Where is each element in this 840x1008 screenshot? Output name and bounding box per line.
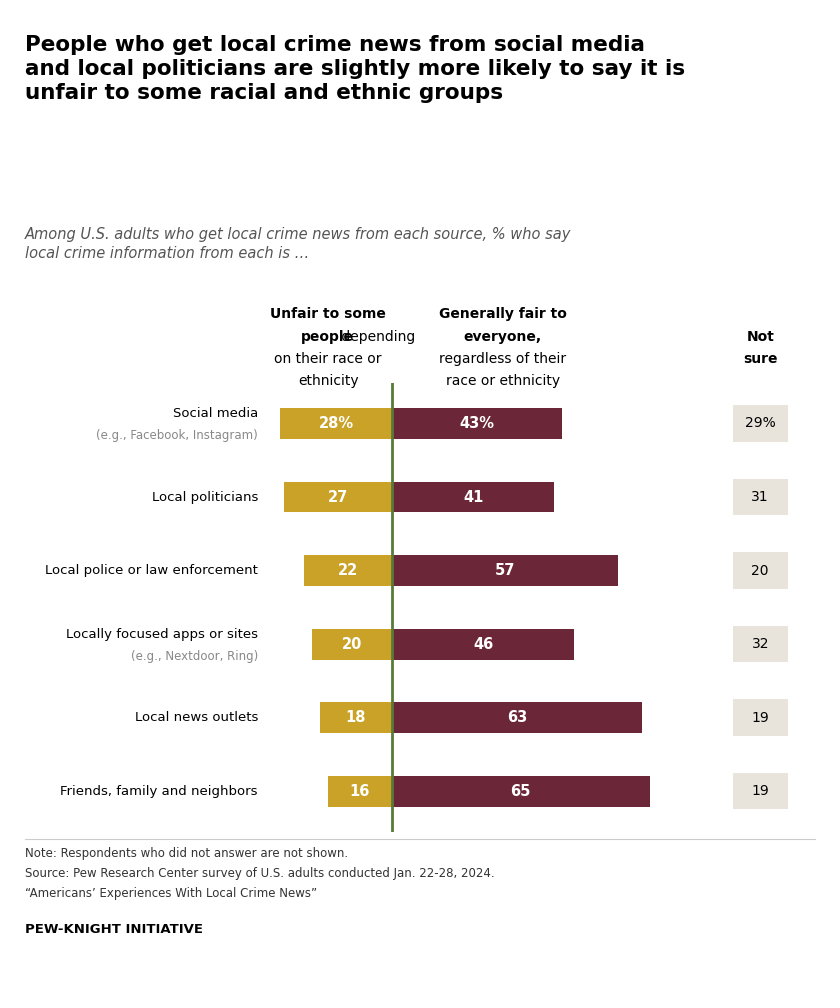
Text: 18: 18 — [346, 710, 366, 725]
Text: race or ethnicity: race or ethnicity — [446, 374, 560, 388]
Bar — [312, 629, 391, 659]
Text: Friends, family and neighbors: Friends, family and neighbors — [60, 784, 258, 797]
Text: depending: depending — [338, 330, 416, 344]
Text: Local news outlets: Local news outlets — [134, 711, 258, 724]
Text: 20: 20 — [752, 563, 769, 578]
Bar — [391, 629, 575, 659]
Text: everyone,: everyone, — [464, 330, 542, 344]
Text: Locally focused apps or sites: Locally focused apps or sites — [66, 628, 258, 640]
Bar — [281, 408, 391, 438]
Text: Generally fair to: Generally fair to — [439, 307, 567, 322]
Text: 22: 22 — [338, 563, 358, 578]
Text: (e.g., Facebook, Instagram): (e.g., Facebook, Instagram) — [96, 429, 258, 443]
Bar — [320, 703, 391, 733]
Bar — [285, 482, 391, 512]
Bar — [391, 408, 563, 438]
Text: on their race or: on their race or — [275, 352, 382, 366]
Text: 19: 19 — [751, 784, 769, 798]
Text: 63: 63 — [507, 710, 527, 725]
Text: 16: 16 — [349, 783, 370, 798]
Text: People who get local crime news from social media
and local politicians are slig: People who get local crime news from soc… — [25, 35, 685, 103]
Text: people: people — [302, 330, 354, 344]
Text: 46: 46 — [473, 637, 493, 651]
Text: Not: Not — [746, 330, 774, 344]
Text: 27: 27 — [328, 490, 349, 505]
Bar — [304, 555, 391, 586]
Text: 19: 19 — [751, 711, 769, 725]
Bar — [328, 776, 391, 806]
Text: (e.g., Nextdoor, Ring): (e.g., Nextdoor, Ring) — [131, 650, 258, 662]
Text: 31: 31 — [752, 490, 769, 504]
Text: Local politicians: Local politicians — [151, 491, 258, 504]
Text: Among U.S. adults who get local crime news from each source, % who say
local cri: Among U.S. adults who get local crime ne… — [25, 227, 571, 261]
Bar — [391, 776, 650, 806]
Text: Local police or law enforcement: Local police or law enforcement — [45, 564, 258, 577]
Text: Source: Pew Research Center survey of U.S. adults conducted Jan. 22-28, 2024.: Source: Pew Research Center survey of U.… — [25, 867, 495, 880]
Text: 32: 32 — [752, 637, 769, 651]
Bar — [391, 555, 618, 586]
Text: 20: 20 — [342, 637, 362, 651]
Text: regardless of their: regardless of their — [439, 352, 566, 366]
Text: PEW-KNIGHT INITIATIVE: PEW-KNIGHT INITIATIVE — [25, 923, 203, 936]
Text: sure: sure — [743, 352, 778, 366]
Text: ethnicity: ethnicity — [298, 374, 359, 388]
Text: Note: Respondents who did not answer are not shown.: Note: Respondents who did not answer are… — [25, 847, 349, 860]
Text: “Americans’ Experiences With Local Crime News”: “Americans’ Experiences With Local Crime… — [25, 887, 318, 900]
Text: 29%: 29% — [745, 416, 775, 430]
Text: 57: 57 — [495, 563, 515, 578]
Bar — [391, 703, 642, 733]
Bar — [391, 482, 554, 512]
Text: 43%: 43% — [459, 416, 495, 431]
Text: 65: 65 — [511, 783, 531, 798]
Text: 28%: 28% — [318, 416, 354, 431]
Text: Social media: Social media — [173, 407, 258, 420]
Text: 41: 41 — [463, 490, 483, 505]
Text: Unfair to some: Unfair to some — [270, 307, 386, 322]
